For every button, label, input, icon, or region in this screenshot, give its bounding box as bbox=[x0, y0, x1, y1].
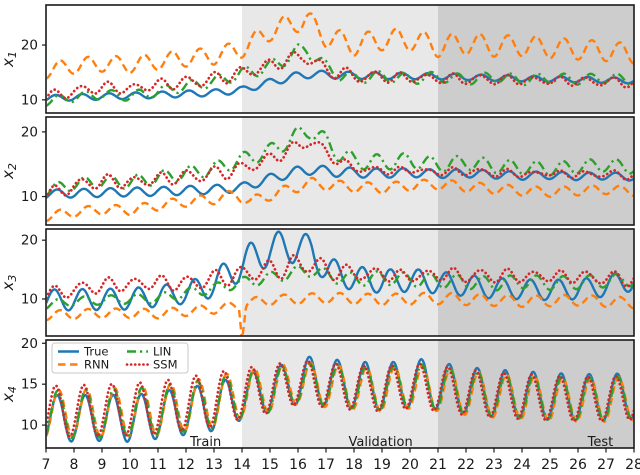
x-tick-label: 25 bbox=[541, 457, 559, 473]
series-group bbox=[46, 126, 634, 223]
series-rnn-x3-line bbox=[46, 291, 634, 336]
series-group bbox=[46, 230, 634, 336]
panel-border bbox=[45, 116, 635, 226]
x-tick-label: 15 bbox=[261, 457, 279, 473]
legend-label-ssm: SSM bbox=[153, 358, 178, 372]
region-validation bbox=[242, 5, 438, 113]
panel-x2: 10 20 x2 bbox=[0, 116, 635, 226]
y-tick-label: 10 bbox=[21, 291, 38, 307]
y-tick-label: 15 bbox=[21, 377, 38, 393]
legend-label-rnn: RNN bbox=[84, 358, 109, 372]
ylabel-x2: x2 bbox=[0, 163, 19, 180]
region-test bbox=[438, 5, 634, 113]
series-rnn-x2-line bbox=[46, 176, 634, 223]
y-tick-label: 10 bbox=[21, 92, 38, 108]
series-lin-x1-line bbox=[46, 43, 634, 107]
panel-border bbox=[45, 339, 635, 449]
x-tick-label: 14 bbox=[233, 457, 251, 473]
x-tick-label: 22 bbox=[457, 457, 475, 473]
region-test bbox=[438, 229, 634, 336]
y-tick-label: 20 bbox=[21, 336, 38, 352]
series-rnn-x4-line bbox=[46, 361, 634, 439]
series-group bbox=[46, 12, 634, 107]
y-tick-label: 20 bbox=[21, 124, 38, 140]
x-tick-label: 19 bbox=[373, 457, 391, 473]
x-tick-label: 23 bbox=[485, 457, 503, 473]
y-tick-label: 10 bbox=[21, 418, 38, 434]
x-tick-label: 21 bbox=[429, 457, 447, 473]
x-tick-label: 27 bbox=[597, 457, 615, 473]
legend-box bbox=[51, 342, 189, 374]
series-ssm-x1-line bbox=[46, 50, 634, 100]
y-tick-label: 20 bbox=[21, 38, 38, 54]
legend-label-true: True bbox=[83, 345, 108, 359]
series-rnn-x1-line bbox=[46, 12, 634, 80]
x-tick-label: 12 bbox=[177, 457, 195, 473]
panel-border bbox=[45, 4, 635, 114]
x-tick-label: 13 bbox=[205, 457, 223, 473]
ylabel-x4: x4 bbox=[0, 386, 19, 403]
series-ssm-x4-line bbox=[46, 359, 634, 438]
x-tick-label: 11 bbox=[149, 457, 167, 473]
ylabel-x1: x1 bbox=[0, 51, 19, 68]
region-test bbox=[438, 340, 634, 448]
x-tick-label: 28 bbox=[625, 457, 640, 473]
x-tick-label: 24 bbox=[513, 457, 531, 473]
x-tick-label: 16 bbox=[289, 457, 307, 473]
annotation-test: Test bbox=[587, 435, 614, 450]
series-ssm-x2-line bbox=[46, 140, 634, 199]
series-ssm-x3-line bbox=[46, 253, 634, 300]
x-tick-label: 26 bbox=[569, 457, 587, 473]
panel-border bbox=[45, 228, 635, 337]
x-tick-label: 20 bbox=[401, 457, 419, 473]
ylabel-x3: x3 bbox=[0, 275, 19, 292]
region-validation bbox=[242, 340, 438, 448]
series-lin-x3-line bbox=[46, 264, 634, 310]
series-true-x1-line bbox=[46, 69, 634, 102]
legend-label-lin: LIN bbox=[153, 345, 171, 359]
y-tick-label: 20 bbox=[21, 233, 38, 249]
x-tick-label: 18 bbox=[345, 457, 363, 473]
x-tick-label: 17 bbox=[317, 457, 335, 473]
x-tick-label: 10 bbox=[121, 457, 139, 473]
y-tick-label: 10 bbox=[21, 189, 38, 205]
series-group bbox=[46, 355, 634, 443]
annotation-train: Train bbox=[189, 435, 221, 450]
panel-x3: 10 20 x3 bbox=[0, 228, 635, 337]
annotation-validation: Validation bbox=[348, 435, 412, 450]
region-validation bbox=[242, 229, 438, 336]
x-tick-label: 7 bbox=[42, 457, 51, 473]
region-train bbox=[46, 229, 242, 336]
region-train bbox=[46, 117, 242, 225]
x-tick-label: 8 bbox=[70, 457, 79, 473]
x-tick-label: 9 bbox=[98, 457, 107, 473]
series-true-x2-line bbox=[46, 164, 634, 199]
